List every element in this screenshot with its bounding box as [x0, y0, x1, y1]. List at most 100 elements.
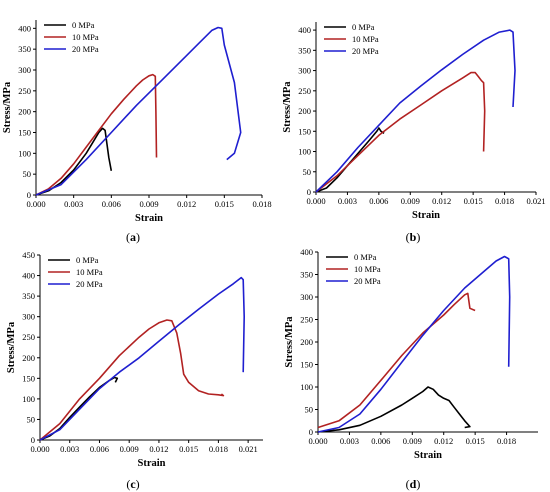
- legend-label: 20 MPa: [76, 279, 103, 289]
- y-tick-label: 250: [22, 332, 35, 342]
- x-tick-label: 0.015: [466, 436, 485, 446]
- y-tick-label: 200: [298, 106, 311, 116]
- x-tick-label: 0.018: [252, 199, 271, 209]
- series-line-20-mpa: [39, 276, 245, 441]
- y-tick-label: 350: [298, 45, 311, 55]
- y-tick-label: 150: [298, 126, 311, 136]
- x-tick-label: 0.015: [464, 196, 483, 206]
- y-axis-label: Stress/MPa: [2, 81, 13, 133]
- y-tick-label: 350: [300, 270, 313, 280]
- x-axis-label: Strain: [412, 210, 440, 221]
- x-tick-label: 0.003: [64, 199, 83, 209]
- series-line-20-mpa: [317, 255, 511, 433]
- legend-label: 0 MPa: [72, 20, 95, 30]
- series-line-10-mpa: [35, 73, 158, 196]
- y-tick-label: 0: [307, 187, 311, 197]
- series-line-20-mpa: [315, 29, 516, 193]
- x-tick-label: 0.015: [179, 444, 198, 454]
- x-tick-label: 0.006: [371, 436, 390, 446]
- x-tick-label: 0.006: [369, 196, 388, 206]
- y-tick-label: 50: [303, 167, 312, 177]
- y-axis-label: Stress/MPa: [282, 81, 293, 133]
- y-tick-label: 250: [300, 315, 313, 325]
- y-tick-label: 100: [18, 148, 31, 158]
- x-axis-label: Strain: [135, 213, 163, 224]
- x-axis-label: Strain: [414, 450, 442, 461]
- legend-label: 10 MPa: [72, 32, 99, 42]
- x-tick-label: 0.018: [497, 436, 516, 446]
- x-tick-label: 0.012: [434, 436, 453, 446]
- y-tick-label: 300: [18, 65, 31, 75]
- panel-caption: (c): [126, 477, 139, 491]
- x-tick-label: 0.012: [149, 444, 168, 454]
- y-tick-label: 200: [300, 337, 313, 347]
- legend-label: 10 MPa: [354, 264, 381, 274]
- y-tick-label: 50: [23, 169, 32, 179]
- chart-panel-b: 0.000 0.003 0.006 0.009 0.012 0.015 0.018 0.021…: [282, 22, 546, 244]
- legend-label: 0 MPa: [76, 255, 99, 265]
- x-tick-label: 0.000: [30, 444, 49, 454]
- y-tick-label: 50: [305, 405, 314, 415]
- x-tick-label: 0.000: [26, 199, 45, 209]
- y-tick-label: 300: [22, 312, 35, 322]
- y-tick-label: 350: [18, 44, 31, 54]
- y-tick-label: 150: [300, 360, 313, 370]
- panel-caption: (b): [406, 230, 421, 244]
- y-tick-label: 150: [18, 128, 31, 138]
- x-tick-label: 0.018: [495, 196, 514, 206]
- x-tick-label: 0.006: [90, 444, 109, 454]
- panel-caption: (a): [126, 230, 140, 244]
- x-tick-label: 0.009: [120, 444, 139, 454]
- y-axis-label: Stress/MPa: [6, 321, 17, 373]
- series-line-10-mpa: [315, 71, 486, 193]
- x-tick-label: 0.000: [308, 436, 327, 446]
- series-line-0-mpa: [35, 127, 113, 196]
- y-tick-label: 100: [300, 382, 313, 392]
- x-tick-label: 0.018: [209, 444, 228, 454]
- series-line-0-mpa: [317, 386, 471, 433]
- y-axis-label: Stress/MPa: [284, 316, 295, 368]
- x-tick-label: 0.021: [526, 196, 545, 206]
- x-tick-label: 0.012: [432, 196, 451, 206]
- x-tick-label: 0.009: [139, 199, 158, 209]
- y-tick-label: 100: [22, 394, 35, 404]
- chart-panel-a: 0.000 0.003 0.006 0.009 0.012 0.015 0.018 0 50 10…: [2, 20, 272, 244]
- y-tick-label: 350: [22, 291, 35, 301]
- legend-label: 20 MPa: [354, 276, 381, 286]
- panel-caption: (d): [406, 477, 421, 491]
- legend-label: 20 MPa: [352, 46, 379, 56]
- x-tick-label: 0.009: [401, 196, 420, 206]
- y-tick-label: 0: [27, 190, 31, 200]
- series-line-10-mpa: [39, 319, 225, 441]
- y-tick-label: 250: [18, 86, 31, 96]
- y-tick-label: 250: [298, 86, 311, 96]
- legend-label: 10 MPa: [76, 267, 103, 277]
- x-tick-label: 0.015: [215, 199, 234, 209]
- y-tick-label: 200: [18, 107, 31, 117]
- x-tick-label: 0.009: [403, 436, 422, 446]
- legend-label: 0 MPa: [352, 22, 375, 32]
- y-tick-label: 400: [18, 23, 31, 33]
- x-tick-label: 0.021: [239, 444, 258, 454]
- x-tick-label: 0.003: [338, 196, 357, 206]
- x-tick-label: 0.000: [306, 196, 325, 206]
- legend-label: 10 MPa: [352, 34, 379, 44]
- y-tick-label: 100: [298, 147, 311, 157]
- x-tick-label: 0.012: [177, 199, 196, 209]
- chart-panel-d: 0.000 0.003 0.006 0.009 0.012 0.015 0.018 0 50 10…: [284, 247, 538, 491]
- x-tick-label: 0.003: [340, 436, 359, 446]
- y-tick-label: 0: [31, 435, 35, 445]
- y-tick-label: 200: [22, 353, 35, 363]
- y-tick-label: 50: [27, 414, 36, 424]
- y-tick-label: 0: [309, 427, 313, 437]
- x-axis-label: Strain: [137, 458, 165, 469]
- y-tick-label: 400: [300, 247, 313, 257]
- y-tick-label: 450: [22, 250, 35, 260]
- legend-label: 20 MPa: [72, 44, 99, 54]
- y-tick-label: 400: [22, 271, 35, 281]
- series-line-0-mpa: [315, 127, 385, 193]
- y-tick-label: 300: [300, 292, 313, 302]
- chart-panel-c: 0.000 0.003 0.006 0.009 0.012 0.015 0.018 0.021…: [6, 250, 263, 491]
- y-tick-label: 400: [298, 25, 311, 35]
